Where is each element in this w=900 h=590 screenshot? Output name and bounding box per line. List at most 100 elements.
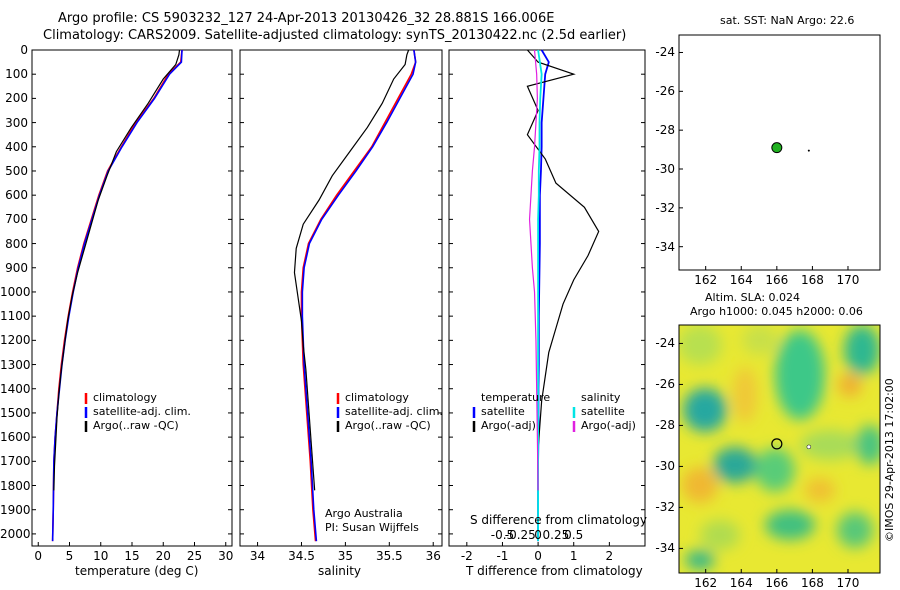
depth-tick-label: 600: [5, 188, 28, 203]
temperature-x-tick-label: 20: [155, 549, 171, 563]
difference-t-tick-label: -1: [496, 549, 509, 563]
profile-curves: [51, 49, 600, 542]
depth-tick-label: 400: [5, 139, 28, 154]
legend-climatology-s: climatology: [345, 391, 409, 404]
depth-tick-label: 900: [5, 260, 28, 275]
sst-map-x-tick-label: 164: [729, 273, 753, 287]
depth-tick-label: 2000: [0, 526, 31, 541]
difference-s-tick-label: 0: [534, 528, 542, 542]
difference-s-tick-label: 0.25: [542, 528, 570, 542]
sst-map-y-tick-label: -26: [655, 84, 675, 99]
depth-tick-label: 700: [5, 212, 28, 227]
salinity-panel-frame: [239, 49, 443, 547]
legend-salinity-title: salinity: [581, 391, 621, 404]
depth-tick-label: 1100: [0, 309, 31, 324]
credit-line1: Argo Australia: [325, 507, 403, 520]
temperature-satellite-line: [51, 49, 183, 542]
depth-tick-label: 1500: [0, 405, 31, 420]
depth-tick-label: 0: [20, 43, 28, 57]
map-markers: [771, 142, 812, 450]
depth-tick-label: 1300: [0, 357, 31, 372]
figure-title-line2: Climatology: CARS2009. Satellite-adjuste…: [43, 28, 627, 43]
legend-climatology-t: climatology: [93, 391, 157, 404]
difference-xlabel: T difference from climatology: [466, 564, 643, 578]
depth-tick-label: 1900: [0, 502, 31, 517]
sla-map-x-tick-label: 170: [836, 576, 860, 590]
sst-map-x-tick-label: 168: [800, 273, 824, 287]
temperature-x-tick-label: 25: [186, 549, 203, 563]
sla-map-x-tick-label: 166: [765, 576, 789, 590]
sst-map-y-tick-label: -28: [655, 123, 675, 138]
map-dot: [806, 444, 812, 450]
salinity-x-tick-label: 35.5: [375, 549, 403, 563]
sst-map-y-tick-label: -32: [655, 200, 675, 215]
sla-map-frame: [678, 324, 881, 574]
temperature-x-tick-label: 15: [124, 549, 140, 563]
difference-t-tick-label: 1: [569, 549, 578, 563]
salinity-x-tick-label: 34.5: [288, 549, 315, 563]
difference-top-label: S difference from climatology: [470, 513, 647, 527]
depth-tick-label: 1800: [0, 478, 31, 493]
legend-temperature-title: temperature: [481, 391, 551, 404]
legend-temperature-satellite: satellite: [481, 405, 525, 418]
difference-s-tick-label: -0.5: [490, 528, 515, 542]
sst-map-y-tick-label: -24: [655, 45, 675, 60]
temperature-x-tick-label: 5: [65, 549, 74, 563]
temperature-x-tick-label: 0: [34, 549, 43, 563]
depth-tick-label: 300: [5, 115, 28, 130]
legend-temperature-argo: Argo(-adj): [481, 419, 536, 432]
sst-map-y-tick-label: -30: [655, 162, 675, 176]
sla-heatmap: [679, 325, 880, 573]
legend-salinity-satellite: satellite: [581, 405, 625, 418]
legend-salinity-argo: Argo(-adj): [581, 419, 636, 432]
sla-map-x-tick-label: 164: [729, 576, 753, 590]
temperature-argo-line: [53, 49, 181, 491]
sla-map-title-line2: Argo h1000: 0.045 h2000: 0.06: [690, 305, 863, 318]
sst-map-x-tick-label: 162: [694, 273, 718, 287]
sla-map-y-tick-label: -24: [655, 336, 675, 351]
legend-satellite-s: satellite-adj. clim.: [345, 405, 443, 418]
temperature-argo-diff-line: [526, 49, 600, 491]
depth-tick-label: 1400: [0, 381, 31, 396]
depth-tick-label: 800: [5, 236, 28, 251]
temperature-x-tick-label: 10: [93, 549, 109, 563]
sla-map-y-tick-label: -28: [655, 418, 675, 433]
difference-t-tick-label: -2: [460, 549, 473, 563]
difference-s-tick-label: 0.5: [564, 528, 584, 542]
sst-map-x-tick-label: 166: [765, 273, 789, 287]
difference-t-tick-label: 0: [534, 549, 542, 563]
argo-position-marker: [771, 438, 783, 450]
salinity-argo-diff-line: [528, 49, 539, 491]
salinity-x-tick-label: 36: [425, 549, 441, 563]
depth-tick-label: 1200: [0, 333, 31, 348]
imos-side-label: ©IMOS 29-Apr-2013 17:02:00: [883, 378, 896, 542]
sla-map-y-tick-label: -32: [655, 500, 675, 515]
difference-panel-frame: [448, 49, 646, 547]
sst-map-y-tick-label: -34: [655, 239, 675, 254]
sla-map-title-line1: Altim. SLA: 0.024: [705, 291, 801, 304]
legend-satellite-t: satellite-adj. clim.: [93, 405, 191, 418]
difference-t-tick-label: 2: [605, 549, 614, 563]
sst-map-x-tick-label: 170: [836, 273, 860, 287]
sla-map-x-tick-label: 168: [800, 576, 824, 590]
sla-map-y-tick-label: -34: [655, 541, 675, 556]
salinity-satellite-line: [301, 49, 417, 542]
salinity-x-tick-label: 34: [249, 549, 266, 563]
legend-argo-t: Argo(..raw -QC): [93, 419, 179, 432]
depth-tick-label: 1600: [0, 430, 31, 445]
argo-position-marker: [771, 142, 783, 154]
salinity-satellite-diff-line: [537, 49, 543, 542]
salinity-argo-line: [293, 49, 410, 491]
depth-tick-label: 1700: [0, 454, 31, 469]
temperature-panel-frame: [31, 49, 233, 547]
map-dot: [807, 149, 810, 152]
depth-tick-label: 200: [5, 91, 28, 106]
legend-swatches: [84, 393, 576, 432]
sla-map-y-tick-label: -30: [655, 459, 675, 474]
difference-s-tick-label: -0.25: [504, 528, 536, 542]
sst-map-frame: [678, 34, 881, 271]
depth-tick-label: 500: [5, 163, 28, 178]
sst-map-title: sat. SST: NaN Argo: 22.6: [720, 14, 855, 27]
temperature-x-tick-label: 30: [218, 549, 234, 563]
depth-tick-label: 1000: [0, 284, 31, 299]
